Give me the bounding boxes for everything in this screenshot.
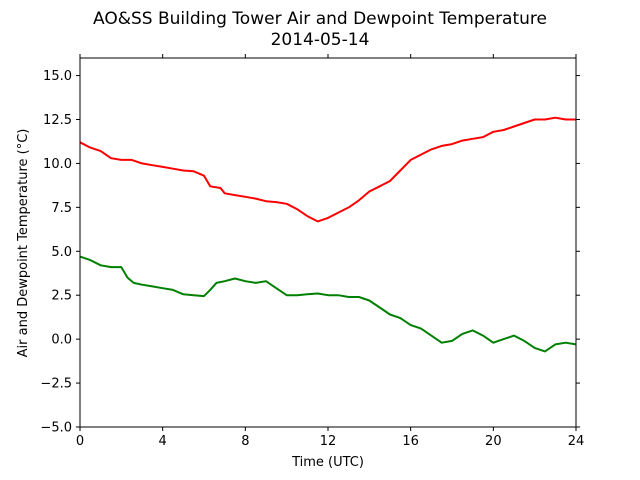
series-line-0 bbox=[79, 116, 576, 223]
plot-area: 0 4 8 12 16 20 24 −5.0 −2.5 0.0 2.5 5.0 7.5 10.0 12.5 1… bbox=[40, 54, 584, 449]
x-tick-label: 24 bbox=[568, 434, 585, 449]
x-tick-label: 12 bbox=[320, 434, 337, 449]
y-tick-label: 12.5 bbox=[43, 113, 72, 128]
y-tick-label: 0.0 bbox=[51, 333, 72, 348]
x-tick-label: 8 bbox=[241, 434, 249, 449]
y-tick-label: 15.0 bbox=[43, 69, 72, 84]
series-line-1 bbox=[79, 255, 577, 353]
y-axis-label: Air and Dewpoint Temperature (°C) bbox=[16, 129, 31, 358]
y-tick-label: −2.5 bbox=[40, 377, 72, 392]
x-tick-label: 4 bbox=[159, 434, 167, 449]
y-tick-label: 2.5 bbox=[51, 289, 72, 304]
chart-subtitle: 2014-05-14 bbox=[271, 30, 370, 50]
x-tick-label: 16 bbox=[402, 434, 419, 449]
y-tick-label: 7.5 bbox=[51, 201, 72, 216]
y-tick-label: 10.0 bbox=[43, 157, 72, 172]
x-tick-label: 0 bbox=[76, 434, 84, 449]
x-axis-label: Time (UTC) bbox=[291, 455, 364, 470]
x-tick-label: 20 bbox=[485, 434, 502, 449]
y-tick-label: 5.0 bbox=[51, 245, 72, 260]
chart-title: AO&SS Building Tower Air and Dewpoint Te… bbox=[93, 9, 547, 29]
y-tick-label: −5.0 bbox=[40, 421, 72, 436]
